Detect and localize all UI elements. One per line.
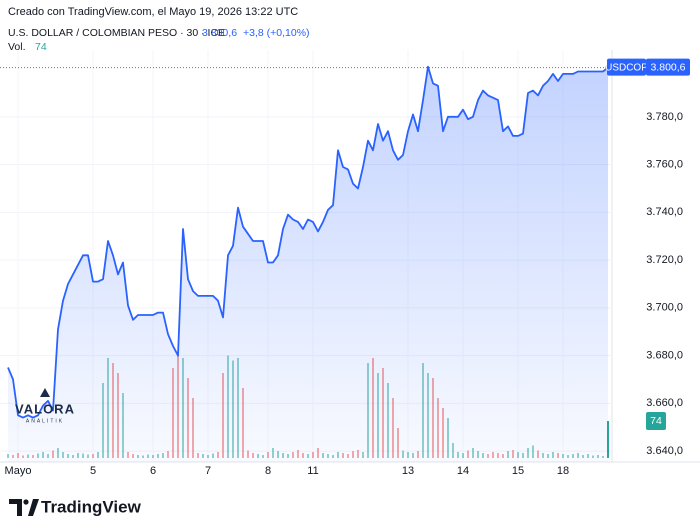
price-label-box [646,58,690,76]
y-tick-label: 3.640,0 [646,445,683,457]
logo-mark [9,499,22,516]
x-tick-label: 13 [402,465,414,477]
logo-mark [28,499,39,516]
x-tick-label: 6 [150,465,156,477]
x-tick-label: 8 [265,465,271,477]
x-tick-label: 5 [90,465,96,477]
x-tick-label: 7 [205,465,211,477]
symbol-label-box [607,58,646,76]
area-fill [8,66,608,462]
watermark-icon [40,388,50,397]
watermark: VALORA ANALITIK [15,388,75,424]
y-tick-label: 3.700,0 [646,302,683,314]
watermark-text: VALORA [15,401,75,416]
brand: TradingView [41,497,142,516]
x-tick-label: 11 [307,465,318,477]
y-tick-label: 3.680,0 [646,349,683,361]
y-tick-label: 3.660,0 [646,397,683,409]
header-volume: 74 [35,41,47,53]
plot [0,50,612,462]
header-change: +3,8 (+0,10%) [243,27,310,39]
watermark-text: ANALITIK [26,418,64,424]
price-line [7,65,609,419]
y-tick-label: 3.760,0 [646,158,683,170]
subtitle: Creado con TradingView.com, el Mayo 19, … [8,6,298,18]
logo-mark [23,499,29,505]
y-tick-label: 3.780,0 [646,111,683,123]
chart-title: U.S. DOLLAR / COLOMBIAN PESO · 30 · ICE [8,27,225,39]
volume-label-box [646,412,666,430]
x-tick-label: 15 [512,465,524,477]
header-price: 3.800,6 [202,27,237,39]
price-label: 3.800,6 [650,61,685,73]
x-tick-label: 14 [457,465,469,477]
volume-title: Vol. [8,41,26,53]
volume-label: 74 [650,415,662,427]
y-tick-label: 3.740,0 [646,206,683,218]
x-tick-label: 18 [557,465,569,477]
footer-logo: TradingView [9,497,142,516]
y-tick-label: 3.720,0 [646,254,683,266]
symbol-label: USDCOP [605,62,648,73]
x-tick-label: Mayo [5,465,32,477]
